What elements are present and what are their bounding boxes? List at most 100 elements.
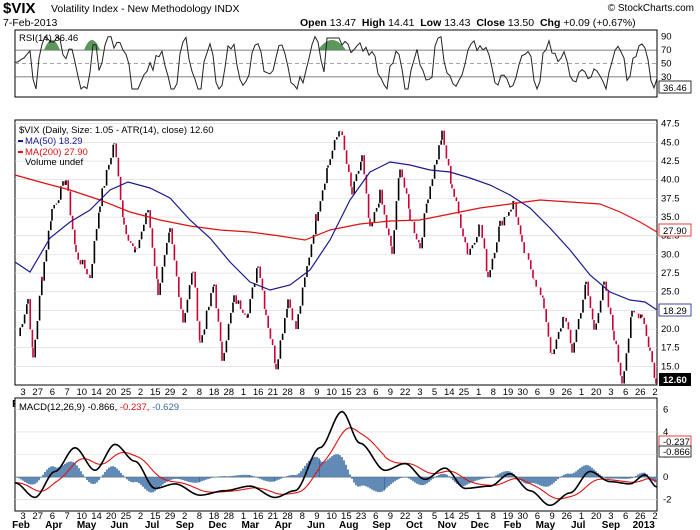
date-day-label: 3 [20, 387, 25, 398]
macd-hist-bar [205, 477, 207, 480]
macd-hist-bar [94, 477, 96, 484]
date-day-label: 8 [491, 387, 496, 398]
macd-hist-bar [553, 477, 555, 483]
macd-hist-bar [76, 465, 78, 478]
macd-hist-bar [96, 477, 98, 483]
macd-hist-bar [238, 475, 240, 478]
macd-signal-value: -0.237 [663, 437, 690, 448]
date-day-label: 22 [400, 511, 411, 522]
date-day-label: 2 [182, 511, 187, 522]
open-label: Open [300, 17, 327, 29]
macd-hist-bar [484, 477, 486, 479]
macd-hist-bar [92, 477, 94, 485]
macd-hist-bar [375, 477, 377, 492]
macd-hist-bar [198, 477, 200, 483]
macd-tick-label: -2 [663, 495, 671, 506]
macd-hist-bar [571, 473, 573, 478]
ticker-symbol: $VIX [3, 0, 36, 17]
macd-hist-bar [605, 477, 607, 479]
date-day-label: 26 [635, 387, 646, 398]
macd-hist-bar [56, 467, 58, 478]
macd-hist-bar [639, 473, 641, 478]
macd-hist-bar [58, 467, 60, 478]
macd-hist-bar [551, 477, 553, 485]
macd-hist-bar [316, 457, 318, 478]
chg-label: Chg [539, 17, 561, 29]
price-tick-label: 37.5 [661, 193, 680, 204]
macd-hist-bar [28, 477, 30, 485]
date-day-label: 3 [608, 511, 613, 522]
macd-hist-bar [249, 475, 251, 478]
macd-hist-bar [579, 468, 581, 478]
macd-hist-bar [381, 477, 383, 492]
macd-hist-bar [565, 473, 567, 478]
macd-hist-bar [300, 471, 302, 478]
date-month-label: Sep [372, 520, 390, 530]
macd-hist-bar [126, 477, 128, 480]
macd-hist-bar [257, 477, 259, 478]
macd-hist-bar [448, 476, 450, 478]
macd-hist-bar [154, 477, 156, 492]
macd-hist-bar [263, 477, 265, 481]
macd-hist-bar [482, 477, 484, 479]
macd-hist-bar [40, 477, 42, 478]
price-legend-title: $VIX (Daily, Size: 1.05 - ATR(14), close… [19, 125, 213, 136]
date-day-label: 21 [268, 387, 279, 398]
macd-hist-bar [148, 477, 150, 492]
macd-hist-bar [146, 477, 148, 491]
macd-hist-bar [170, 477, 172, 480]
macd-hist-bar [325, 460, 327, 478]
macd-hist-bar [26, 477, 28, 484]
rsi-last-value: 36.46 [663, 83, 687, 94]
date-month-label: Dec [208, 520, 227, 530]
macd-legend-macd: -0.866, [88, 402, 118, 413]
macd-hist-bar [124, 477, 126, 478]
macd-hist-bar [422, 477, 424, 486]
stockcharts-credit[interactable]: © StockCharts.com [607, 3, 694, 14]
price-tick-label: 47.5 [661, 119, 680, 130]
volume-legend: Volume undef [25, 157, 83, 168]
macd-hist-bar [273, 477, 275, 482]
macd-hist-bar [144, 477, 146, 489]
macd-hist-bar [452, 477, 454, 481]
macd-hist-bar [442, 473, 444, 478]
date-month-label: Jun [110, 520, 128, 530]
macd-hist-bar [623, 477, 625, 479]
macd-hist-bar [577, 469, 579, 478]
macd-hist-bar [533, 477, 535, 484]
macd-hist-bar [160, 477, 162, 486]
macd-hist-bar [567, 473, 569, 478]
macd-legend: MACD(12,26,9) -0.866, -0.237, -0.629 [19, 402, 179, 413]
macd-hist-bar [617, 477, 619, 479]
date-month-label: Sep [602, 520, 620, 530]
macd-hist-bar [62, 465, 64, 478]
macd-hist-bar [607, 477, 609, 479]
price-tick-label: 17.5 [661, 343, 680, 354]
macd-hist-bar [44, 471, 46, 478]
macd-hist-bar [321, 461, 323, 478]
macd-hist-bar [488, 477, 490, 478]
macd-hist-bar [402, 477, 404, 478]
date-day-label: 1 [579, 511, 584, 522]
ma50-legend: MA(50) 18.29 [25, 136, 83, 147]
macd-hist-bar [537, 477, 539, 485]
macd-hist-bar [462, 477, 464, 487]
macd-hist-bar [353, 477, 355, 483]
macd-hist-bar [42, 474, 44, 478]
macd-hist-bar [400, 477, 402, 479]
macd-hist-bar [32, 477, 34, 485]
macd-hist-bar [36, 477, 38, 483]
macd-hist-bar [106, 469, 108, 478]
date-day-label: 26 [562, 511, 573, 522]
macd-hist-bar [269, 477, 271, 482]
ma200-last-box [658, 223, 692, 237]
date-day-label: 16 [253, 511, 264, 522]
high-value: 14.41 [388, 17, 415, 29]
macd-hist-bar [232, 475, 234, 478]
macd-hist-bar [292, 474, 294, 478]
macd-hist-bar [517, 477, 519, 478]
macd-hist-bar [84, 477, 86, 478]
date-day-label: 6 [535, 387, 540, 398]
macd-hist-bar [495, 475, 497, 478]
